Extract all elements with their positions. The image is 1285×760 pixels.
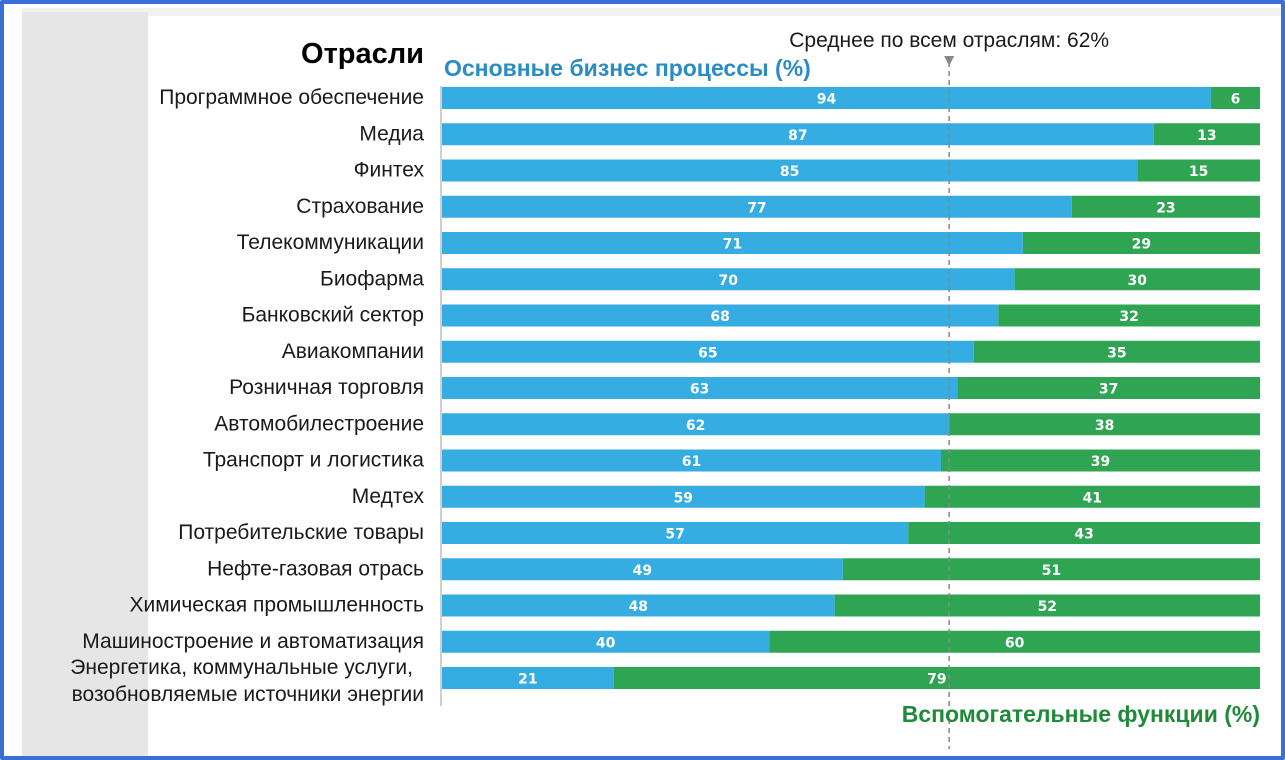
bar-value-label: 71 xyxy=(723,237,742,253)
category-label: Нефте-газовая отрась xyxy=(207,557,424,580)
category-label: Розничная торговля xyxy=(229,376,424,399)
category-label: Энергетика, коммунальные услуги, возобнов… xyxy=(70,656,424,706)
category-label: Потребительские товары xyxy=(178,521,424,544)
bar-value-label: 61 xyxy=(682,454,701,470)
bar-support-functions xyxy=(1153,123,1260,146)
category-labels: Программное обеспечение Медиа Финтех Страхо… xyxy=(70,86,424,706)
bar-value-label: 38 xyxy=(1095,418,1114,434)
left-gray-strip xyxy=(22,12,148,756)
value-labels: 94 6 87 13 85 15 77 23 71 29 70 30 68 32 65 35 63 37 62 38 6… xyxy=(518,92,1240,688)
bar-value-label: 77 xyxy=(747,200,766,216)
bar-support-functions xyxy=(769,630,1260,653)
bar-core-processes xyxy=(442,522,909,544)
bar-support-functions xyxy=(1022,232,1260,254)
bar-core-processes xyxy=(442,268,1015,291)
stacked-bar-chart: Программное обеспечение Медиа Финтех Страхо… xyxy=(70,29,1260,749)
bar-value-label: 48 xyxy=(629,599,648,615)
series1-heading: Основные бизнес процессы (%) xyxy=(444,55,811,81)
bar-value-label: 40 xyxy=(596,635,616,651)
bar-value-label: 87 xyxy=(788,128,807,144)
bar-value-label: 52 xyxy=(1038,599,1057,615)
bar-value-label: 59 xyxy=(674,490,693,506)
category-label: Машиностроение и автоматизация xyxy=(82,630,424,653)
bar-core-processes xyxy=(442,485,925,508)
bar-support-functions xyxy=(842,558,1260,581)
bar-support-functions xyxy=(973,340,1260,363)
bar-value-label: 21 xyxy=(518,672,537,688)
category-label: Медиа xyxy=(359,122,424,145)
bar-core-processes xyxy=(442,87,1211,109)
bar-value-label: 39 xyxy=(1091,454,1110,470)
bar-value-label: 68 xyxy=(710,309,729,325)
bar-value-label: 62 xyxy=(686,418,705,434)
bar-support-functions xyxy=(1071,195,1260,218)
bar-value-label: 15 xyxy=(1189,164,1208,180)
category-label: Страхование xyxy=(296,195,424,218)
bar-value-label: 29 xyxy=(1132,237,1151,253)
bar-support-functions xyxy=(834,594,1260,617)
bars xyxy=(442,87,1260,689)
bar-support-functions xyxy=(613,667,1260,689)
bar-value-label: 49 xyxy=(633,563,652,579)
bar-support-functions xyxy=(1014,268,1260,291)
bar-core-processes xyxy=(442,630,770,653)
bar-core-processes xyxy=(442,413,950,436)
bar-core-processes xyxy=(442,304,999,327)
bar-value-label: 57 xyxy=(665,527,684,543)
bar-core-processes xyxy=(442,558,843,581)
category-label: Авиакомпании xyxy=(282,340,424,363)
bar-value-label: 23 xyxy=(1156,200,1175,216)
category-label: Биофарма xyxy=(320,267,424,290)
category-label: Химическая промышленность xyxy=(129,594,424,617)
category-label: Медтех xyxy=(352,485,425,508)
bar-value-label: 70 xyxy=(719,273,739,289)
bar-value-label: 94 xyxy=(817,92,837,108)
bar-core-processes xyxy=(442,377,958,399)
category-label: Транспорт и логистика xyxy=(203,449,424,472)
average-marker xyxy=(944,56,955,66)
bar-value-label: 32 xyxy=(1119,309,1138,325)
category-label: Телекоммуникации xyxy=(237,231,424,254)
bar-support-functions xyxy=(924,485,1260,508)
categories-title: Отрасли xyxy=(301,38,424,70)
top-strip xyxy=(22,8,1281,16)
bar-support-functions xyxy=(1210,87,1260,109)
bar-core-processes xyxy=(442,159,1138,182)
category-label: Финтех xyxy=(354,159,425,182)
bar-core-processes xyxy=(442,667,614,689)
category-label: Автомобилестроение xyxy=(214,412,424,435)
bar-value-label: 41 xyxy=(1083,490,1102,506)
average-label: Среднее по всем отраслям: 62% xyxy=(789,29,1109,52)
bar-value-label: 65 xyxy=(698,345,717,361)
bar-support-functions xyxy=(940,449,1260,472)
bar-value-label: 6 xyxy=(1231,92,1241,108)
bar-value-label: 13 xyxy=(1197,128,1216,144)
bar-core-processes xyxy=(442,195,1072,218)
bar-value-label: 51 xyxy=(1042,563,1061,579)
category-label: Программное обеспечение xyxy=(159,86,424,109)
bar-value-label: 35 xyxy=(1107,345,1126,361)
series2-heading: Вспомогательные функции (%) xyxy=(902,701,1260,727)
bar-support-functions xyxy=(998,304,1260,327)
bar-support-functions xyxy=(957,377,1260,399)
bar-value-label: 85 xyxy=(780,164,799,180)
bar-core-processes xyxy=(442,449,941,472)
bar-value-label: 30 xyxy=(1128,273,1148,289)
bar-value-label: 60 xyxy=(1005,635,1025,651)
bar-value-label: 37 xyxy=(1099,382,1118,398)
bar-support-functions xyxy=(908,522,1260,544)
bar-core-processes xyxy=(442,232,1023,254)
bar-value-label: 79 xyxy=(927,672,946,688)
bar-core-processes xyxy=(442,340,974,363)
bar-value-label: 43 xyxy=(1074,527,1093,543)
bar-value-label: 63 xyxy=(690,382,709,398)
bar-core-processes xyxy=(442,123,1154,146)
bar-core-processes xyxy=(442,594,835,617)
bar-support-functions xyxy=(1137,159,1260,182)
bar-support-functions xyxy=(949,413,1260,436)
category-label: Банковский сектор xyxy=(242,304,424,327)
